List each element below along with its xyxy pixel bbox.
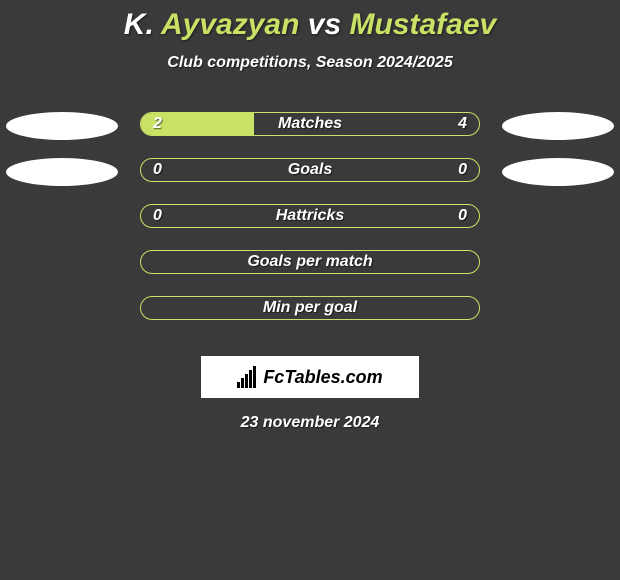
stat-block: 00Hattricks <box>0 204 620 250</box>
comparison-infographic: K. Ayvazyan vs Mustafaev Club competitio… <box>0 0 620 432</box>
title-vs: vs <box>299 8 349 41</box>
title-p2: Mustafaev <box>349 8 496 41</box>
player-marker-left <box>6 112 118 140</box>
title-p1-surname: Ayvazyan <box>161 8 299 41</box>
stat-label: Goals per match <box>141 251 479 273</box>
stat-block: Goals per match <box>0 250 620 296</box>
stat-label: Goals <box>141 159 479 181</box>
player-marker-left <box>6 158 118 186</box>
stat-block: 00Goals <box>0 158 620 204</box>
brand-badge: FcTables.com <box>201 356 419 398</box>
stat-row: Goals per match <box>140 250 480 274</box>
date-line: 23 november 2024 <box>0 414 620 432</box>
title-p1-prefix: K. <box>124 8 161 41</box>
stat-row: 24Matches <box>140 112 480 136</box>
stat-row: Min per goal <box>140 296 480 320</box>
player-marker-right <box>502 112 614 140</box>
stat-label: Hattricks <box>141 205 479 227</box>
bar-chart-icon <box>237 366 259 388</box>
page-title: K. Ayvazyan vs Mustafaev <box>0 8 620 42</box>
stat-block: 24Matches <box>0 112 620 158</box>
stats-list: 24Matches 00Goals 00Hattricks Goals per mat… <box>0 112 620 342</box>
stat-row: 00Hattricks <box>140 204 480 228</box>
player-marker-right <box>502 158 614 186</box>
subtitle: Club competitions, Season 2024/2025 <box>0 54 620 72</box>
brand-text: FcTables.com <box>263 367 382 388</box>
stat-block: Min per goal <box>0 296 620 342</box>
stat-row: 00Goals <box>140 158 480 182</box>
stat-label: Matches <box>141 113 479 135</box>
stat-label: Min per goal <box>141 297 479 319</box>
